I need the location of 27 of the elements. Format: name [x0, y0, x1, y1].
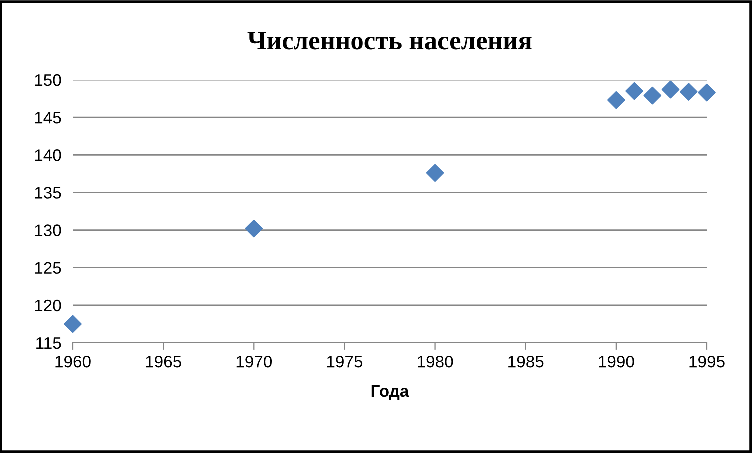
x-tick-label: 1995 [690, 356, 725, 368]
x-tick-label: 1990 [599, 356, 634, 368]
y-tick-label: 150 [35, 74, 62, 86]
y-tick-label: 145 [35, 112, 62, 124]
point [680, 83, 698, 101]
point [426, 164, 444, 182]
x-tick-label: 1960 [56, 356, 91, 368]
y-tick-label: 140 [35, 150, 62, 162]
y-tick-label: 120 [35, 300, 62, 312]
x-tick-label: 1965 [146, 356, 182, 368]
point [245, 220, 264, 238]
point [626, 82, 644, 100]
y-tick-label: 130 [35, 224, 62, 236]
point [644, 86, 662, 105]
x-tick-label: 1970 [236, 356, 272, 368]
point [662, 80, 680, 99]
point [608, 91, 626, 110]
y-tick-label: 135 [35, 187, 62, 199]
x-tick-label: 1980 [418, 356, 454, 368]
x-tick-label: 1975 [327, 356, 363, 368]
point [698, 84, 716, 102]
point [64, 315, 82, 334]
x-tick-label: 1985 [508, 356, 544, 368]
y-tick-label: 115 [36, 338, 62, 350]
y-tick-label: 125 [35, 262, 62, 274]
chart-title: Численность населения [248, 32, 532, 50]
x-axis-title: Года [372, 386, 410, 400]
